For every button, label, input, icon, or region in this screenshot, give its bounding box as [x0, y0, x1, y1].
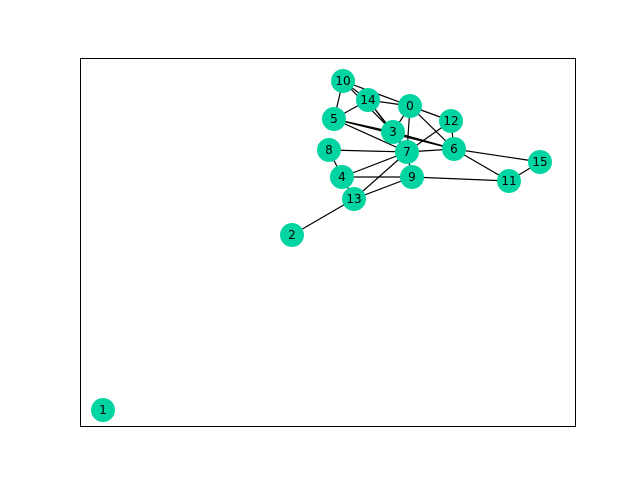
node-label: 1 — [99, 403, 107, 417]
node-circle — [322, 107, 346, 131]
node-circle — [317, 138, 341, 162]
node-0: 0 — [398, 94, 422, 118]
node-8: 8 — [317, 138, 341, 162]
node-13: 13 — [342, 187, 366, 211]
node-circle — [528, 150, 552, 174]
node-1: 1 — [91, 398, 115, 422]
node-circle — [439, 109, 463, 133]
node-circle — [331, 69, 355, 93]
node-12: 12 — [439, 109, 463, 133]
node-label: 4 — [338, 170, 346, 184]
node-4: 4 — [330, 165, 354, 189]
node-label: 0 — [406, 99, 414, 113]
node-circle — [398, 94, 422, 118]
node-label: 14 — [360, 93, 375, 107]
node-3: 3 — [381, 120, 405, 144]
node-circle — [381, 120, 405, 144]
node-label: 8 — [325, 143, 333, 157]
node-2: 2 — [280, 223, 304, 247]
node-circle — [91, 398, 115, 422]
node-6: 6 — [442, 137, 466, 161]
edge-5-7 — [333, 118, 408, 153]
node-label: 13 — [346, 192, 361, 206]
plot-frame — [80, 58, 576, 427]
edge-6-15 — [453, 148, 541, 163]
node-circle — [497, 169, 521, 193]
node-label: 9 — [408, 170, 416, 184]
node-circle — [400, 165, 424, 189]
node-label: 5 — [330, 112, 338, 126]
node-label: 7 — [403, 145, 411, 159]
node-7: 7 — [395, 140, 419, 164]
edge-8-7 — [328, 149, 408, 153]
node-10: 10 — [331, 69, 355, 93]
node-9: 9 — [400, 165, 424, 189]
node-15: 15 — [528, 150, 552, 174]
node-circle — [342, 187, 366, 211]
node-label: 3 — [389, 125, 397, 139]
node-circle — [442, 137, 466, 161]
node-circle — [395, 140, 419, 164]
node-circle — [356, 88, 380, 112]
node-label: 11 — [501, 174, 516, 188]
edge-9-11 — [411, 176, 510, 182]
node-14: 14 — [356, 88, 380, 112]
node-circle — [330, 165, 354, 189]
node-11: 11 — [497, 169, 521, 193]
node-label: 6 — [450, 142, 458, 156]
node-label: 12 — [443, 114, 458, 128]
node-label: 10 — [335, 74, 350, 88]
node-label: 15 — [532, 155, 547, 169]
node-5: 5 — [322, 107, 346, 131]
node-circle — [280, 223, 304, 247]
node-label: 2 — [288, 228, 296, 242]
